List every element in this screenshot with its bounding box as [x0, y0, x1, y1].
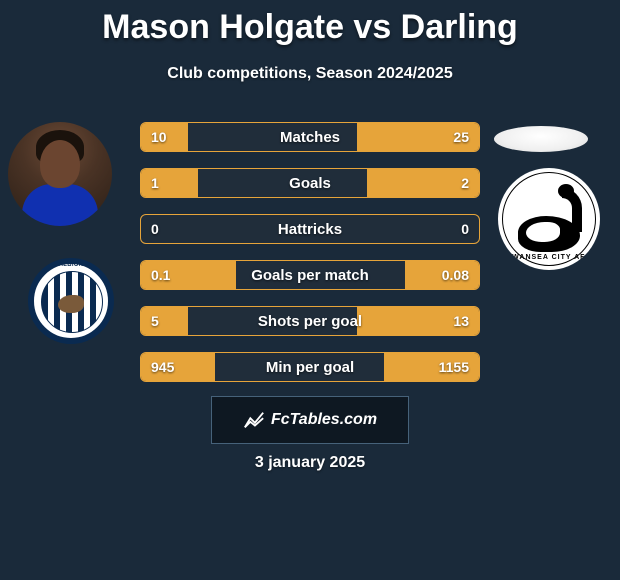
player-photo-left — [8, 122, 112, 226]
chart-icon — [243, 409, 265, 431]
subtitle: Club competitions, Season 2024/2025 — [0, 65, 620, 83]
club-crest-right: SWANSEA CITY AFC — [498, 168, 600, 270]
stat-value-right: 2 — [461, 175, 469, 191]
stat-value-right: 13 — [453, 313, 469, 329]
watermark-text: FcTables.com — [271, 411, 377, 429]
stat-value-left: 5 — [151, 313, 159, 329]
stat-label: Goals per match — [251, 267, 369, 284]
player-face — [40, 140, 80, 188]
watermark: FcTables.com — [211, 396, 409, 444]
stat-row-matches: 10 Matches 25 — [140, 122, 480, 152]
stat-value-right: 0 — [461, 221, 469, 237]
crest-left-text: ALBION — [34, 262, 108, 268]
stat-label: Matches — [280, 129, 340, 146]
stat-value-left: 1 — [151, 175, 159, 191]
crest-left-bird-icon — [58, 295, 84, 313]
stat-value-left: 0.1 — [151, 267, 170, 283]
stat-row-hattricks: 0 Hattricks 0 — [140, 214, 480, 244]
stat-row-goals-per-match: 0.1 Goals per match 0.08 — [140, 260, 480, 290]
stat-value-right: 25 — [453, 129, 469, 145]
stat-value-left: 10 — [151, 129, 167, 145]
player-jersey — [22, 184, 98, 226]
stat-row-min-per-goal: 945 Min per goal 1155 — [140, 352, 480, 382]
stat-fill-left — [141, 307, 188, 335]
stat-row-shots-per-goal: 5 Shots per goal 13 — [140, 306, 480, 336]
date: 3 january 2025 — [0, 454, 620, 472]
stat-value-right: 1155 — [439, 359, 469, 375]
stat-label: Hattricks — [278, 221, 342, 238]
page-title: Mason Holgate vs Darling — [0, 0, 620, 47]
club-crest-left: ALBION — [28, 258, 114, 344]
stat-label: Min per goal — [266, 359, 354, 376]
stat-label: Goals — [289, 175, 331, 192]
stat-row-goals: 1 Goals 2 — [140, 168, 480, 198]
stat-value-right: 0.08 — [442, 267, 469, 283]
stat-fill-left — [141, 169, 198, 197]
stat-label: Shots per goal — [258, 313, 362, 330]
stats-container: 10 Matches 25 1 Goals 2 0 Hattricks 0 0.… — [140, 122, 480, 398]
player-badge-right — [494, 126, 588, 152]
stat-value-left: 945 — [151, 359, 174, 375]
crest-right-text: SWANSEA CITY AFC — [502, 172, 596, 266]
stat-value-left: 0 — [151, 221, 159, 237]
